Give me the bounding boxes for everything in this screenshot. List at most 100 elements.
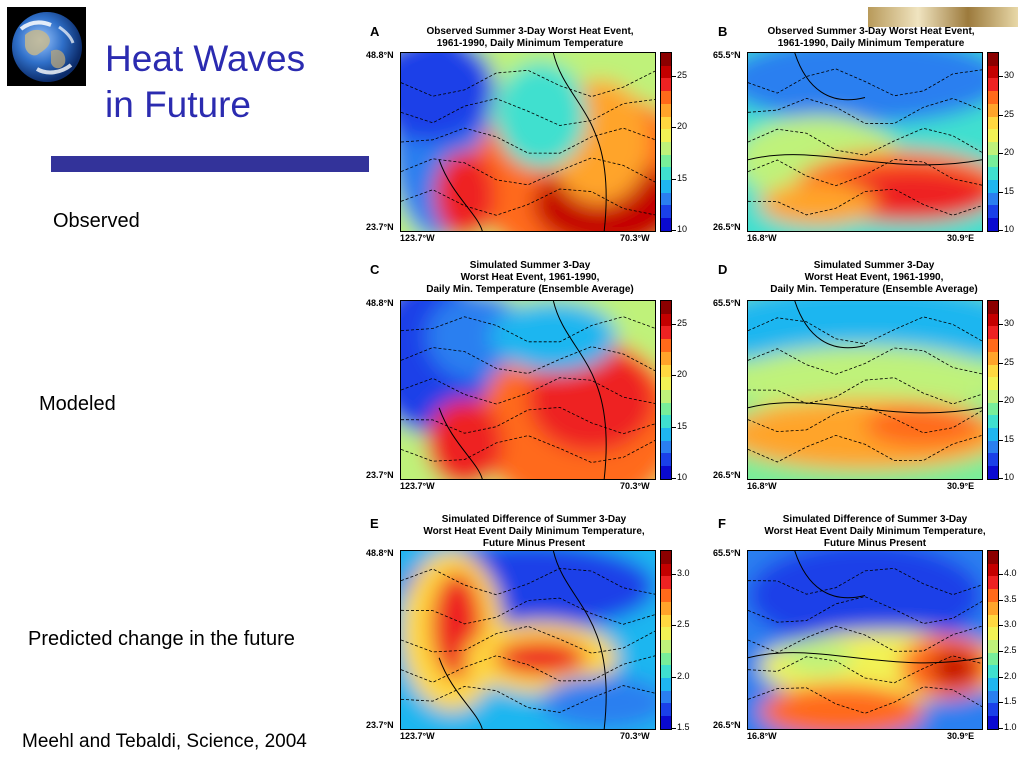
lon-right-label: 30.9°E (947, 233, 975, 243)
colorbar (987, 300, 999, 480)
colorbar-swatch (661, 192, 671, 206)
colorbar-swatch (661, 678, 671, 691)
lat-bottom-label: 26.5°N (713, 470, 741, 480)
colorbar-swatch (988, 351, 998, 365)
contour-map (400, 300, 656, 480)
colorbar-swatch (988, 103, 998, 117)
colorbar-tick-label: 25 (671, 70, 688, 80)
colorbar-tick-label: 15 (998, 185, 1015, 196)
colorbar-swatch (661, 218, 671, 231)
panel-title: Observed Summer 3-Day Worst Heat Event, … (426, 26, 634, 49)
colorbar-swatch (988, 678, 998, 691)
colorbar-swatch (988, 78, 998, 92)
colorbar-swatch (988, 180, 998, 193)
panel-title: Simulated Difference of Summer 3-Day Wor… (764, 514, 986, 549)
lat-bottom-label: 23.7°N (366, 720, 394, 730)
colorbar-swatch (988, 301, 998, 314)
colorbar-tick-label: 10 (998, 224, 1015, 234)
colorbar-tick-label: 1.0 (999, 722, 1017, 732)
colorbar-tick-label: 4.0 (999, 568, 1017, 578)
colorbar-swatch (661, 65, 671, 79)
lon-left-label: 16.8°W (747, 731, 777, 741)
colorbar-swatch (988, 364, 998, 378)
lat-top-label: 65.5°N (713, 548, 741, 558)
colorbar-swatch (661, 639, 671, 653)
lon-left-label: 16.8°W (747, 233, 777, 243)
colorbar-swatch (988, 440, 998, 454)
contour-map (747, 52, 983, 232)
contour-map (400, 52, 656, 232)
panel-letter: C (370, 262, 380, 277)
colorbar-tick-label: 3.0 (999, 619, 1017, 630)
colorbar-swatch (661, 652, 671, 666)
colorbar-tick-label: 20 (671, 369, 688, 380)
lat-bottom-label: 26.5°N (713, 222, 741, 232)
colorbar-tick-label: 10 (671, 224, 688, 234)
modeled-label: Modeled (39, 393, 116, 415)
colorbar-swatch (988, 339, 998, 352)
colorbar-swatch (661, 351, 671, 365)
lat-bottom-label: 26.5°N (713, 720, 741, 730)
colorbar-swatch (661, 339, 671, 352)
colorbar-swatch (988, 402, 998, 416)
colorbar-swatch (661, 377, 671, 390)
colorbar-tick-label: 1.5 (999, 696, 1017, 707)
colorbar-tick-label: 30 (998, 318, 1015, 328)
contour-map (400, 550, 656, 730)
colorbar-swatch (988, 639, 998, 653)
colorbar-tick-label: 1.5 (672, 722, 690, 732)
colorbar-swatch (661, 180, 671, 193)
colorbar (660, 52, 672, 232)
colorbar-tick-label: 3.5 (999, 593, 1017, 604)
colorbar-swatch (661, 690, 671, 704)
colorbar-swatch (661, 415, 671, 429)
colorbar-swatch (988, 652, 998, 666)
colorbar-swatch (661, 53, 671, 66)
colorbar-swatch (661, 154, 671, 168)
colorbar-swatch (661, 389, 671, 403)
colorbar-swatch (988, 205, 998, 219)
colorbar-tick-label: 2.5 (672, 619, 690, 630)
lat-bottom-label: 23.7°N (366, 222, 394, 232)
lat-top-label: 48.8°N (366, 298, 394, 308)
colorbar-swatch (988, 665, 998, 679)
colorbar-swatch (988, 116, 998, 130)
colorbar-swatch (988, 192, 998, 206)
colorbar-swatch (661, 614, 671, 628)
colorbar-tick-label: 15 (671, 172, 688, 183)
colorbar-swatch (988, 141, 998, 155)
colorbar-tick-label: 15 (998, 433, 1015, 444)
slide-title: Heat Waves in Future (105, 38, 306, 125)
lon-right-label: 70.3°W (620, 731, 650, 741)
colorbar-tick-label: 10 (671, 472, 688, 482)
colorbar-swatch (661, 313, 671, 327)
panel-title: Simulated Difference of Summer 3-Day Wor… (423, 514, 645, 549)
lon-left-label: 123.7°W (400, 731, 435, 741)
colorbar-tick-label: 2.0 (672, 670, 690, 681)
colorbar-swatch (661, 364, 671, 378)
panel-letter: F (718, 516, 726, 531)
colorbar-tick-label: 20 (998, 147, 1015, 157)
colorbar-swatch (661, 428, 671, 441)
colorbar-swatch (661, 563, 671, 577)
panel-letter: B (718, 24, 728, 39)
colorbar-swatch (988, 428, 998, 441)
colorbar-swatch (988, 466, 998, 479)
panel-title: Simulated Summer 3-Day Worst Heat Event,… (426, 260, 634, 295)
colorbar (987, 550, 999, 730)
earth-logo (7, 7, 86, 86)
colorbar-swatch (661, 129, 671, 142)
colorbar-tick-label: 20 (671, 121, 688, 132)
colorbar-tick-label: 10 (998, 472, 1015, 482)
colorbar-swatch (988, 313, 998, 327)
colorbar-swatch (988, 690, 998, 704)
colorbar-swatch (988, 167, 998, 181)
colorbar-swatch (661, 91, 671, 104)
lon-left-label: 123.7°W (400, 481, 435, 491)
colorbar-swatch (988, 614, 998, 628)
colorbar (660, 300, 672, 480)
colorbar-swatch (988, 154, 998, 168)
colorbar-swatch (988, 129, 998, 142)
colorbar-tick-label: 30 (998, 70, 1015, 80)
colorbar-swatch (988, 65, 998, 79)
